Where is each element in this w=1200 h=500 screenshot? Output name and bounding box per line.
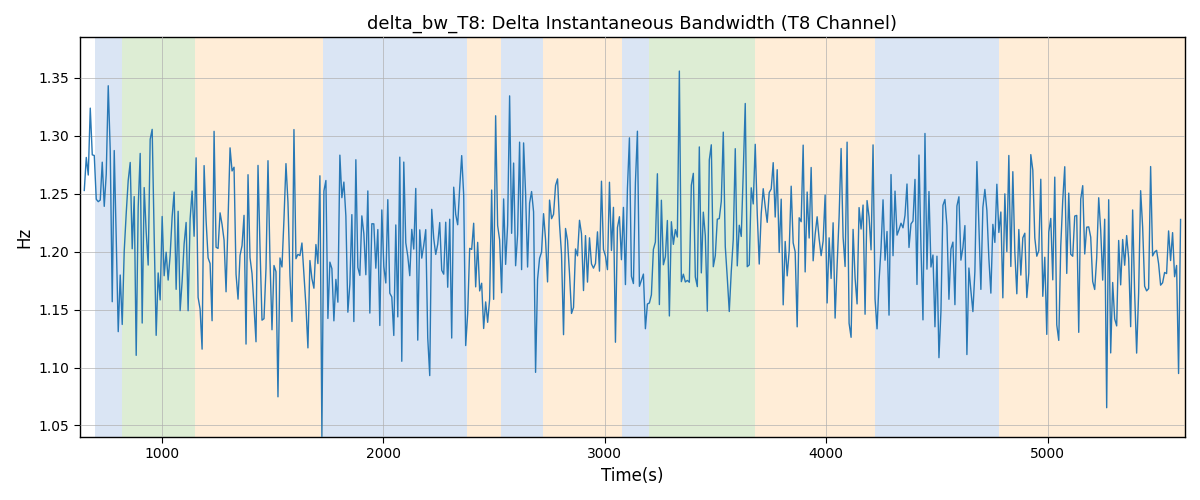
Bar [500,38,542,437]
Bar [964,38,998,437]
Bar [95,38,122,437]
Bar [468,38,500,437]
Bar [542,38,623,437]
Bar [122,38,196,437]
Bar [623,38,649,437]
Bar [782,38,875,437]
Title: delta_bw_T8: Delta Instantaneous Bandwidth (T8 Channel): delta_bw_T8: Delta Instantaneous Bandwid… [367,15,898,34]
Bar [998,38,1186,437]
Bar [755,38,782,437]
X-axis label: Time(s): Time(s) [601,467,664,485]
Bar [324,38,468,437]
Bar [196,38,324,437]
Bar [875,38,964,437]
Y-axis label: Hz: Hz [14,226,32,248]
Bar [649,38,755,437]
